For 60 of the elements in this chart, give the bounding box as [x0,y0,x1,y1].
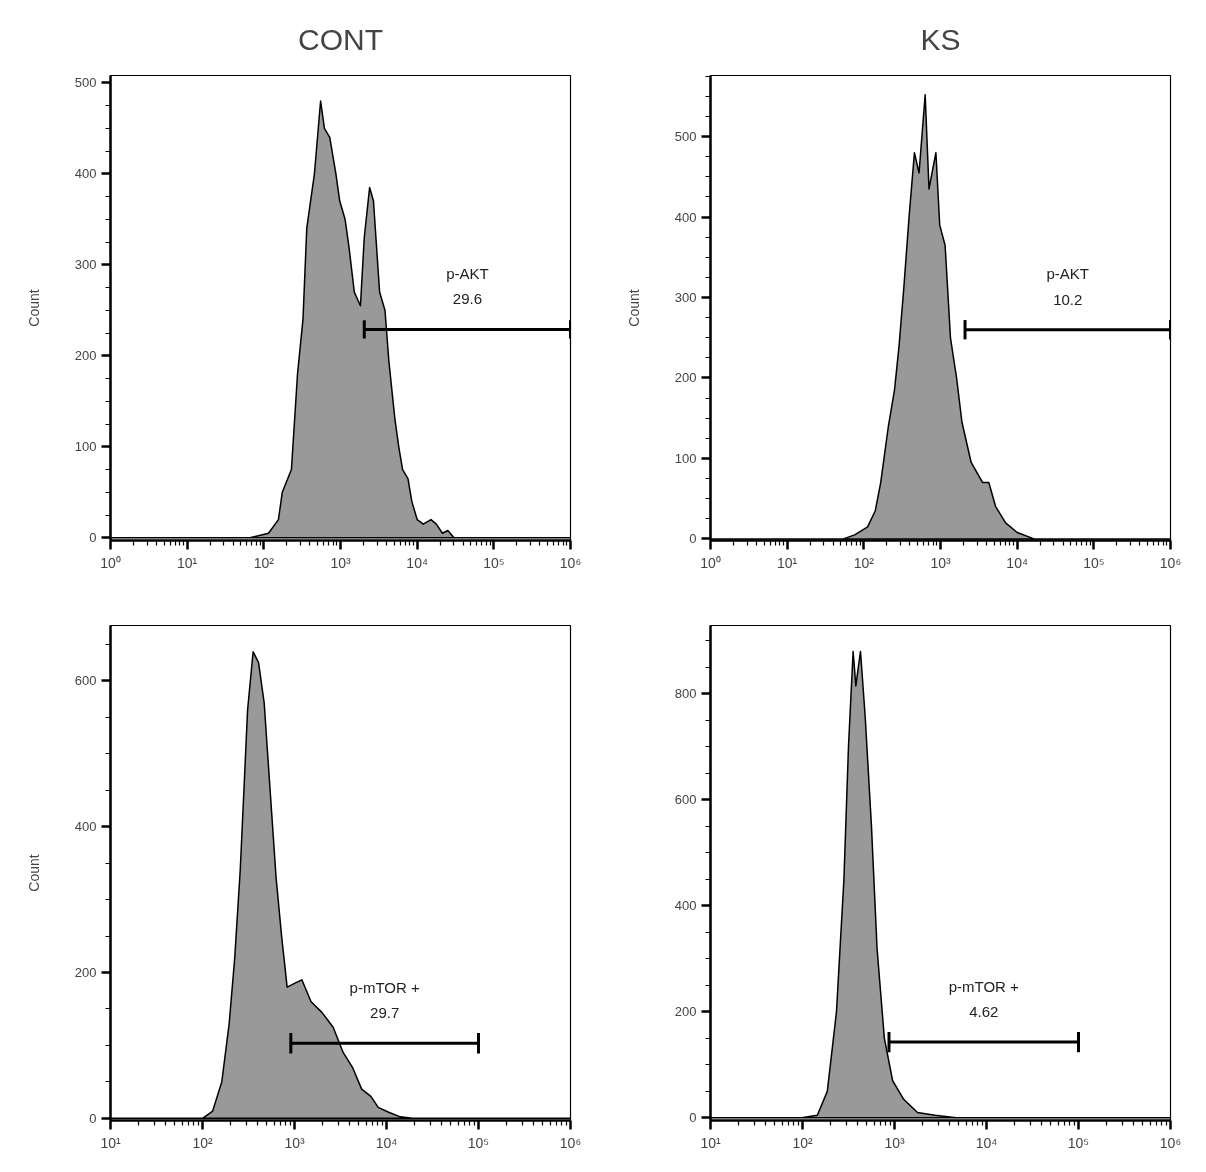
annotation: p-mTOR + [349,978,420,996]
x-tick-label: 10¹ [700,1134,721,1151]
x-tick-label: 10⁵ [1083,554,1105,571]
y-tick-label: 500 [74,75,97,91]
y-axis-title: Count [625,289,642,327]
y-tick-label: 200 [674,1004,697,1020]
x-tick-label: 10⁵ [467,1134,490,1151]
chart-title: CONT [298,22,383,56]
x-tick-label: 10² [192,1134,213,1151]
x-tick-label: 10⁰ [700,554,721,571]
y-tick-label: 400 [74,166,97,182]
y-tick-label: 400 [74,819,97,835]
y-tick-label: 400 [674,209,697,225]
y-tick-label: 300 [74,257,97,273]
x-tick-label: 10⁵ [483,554,505,571]
y-tick-label: 0 [689,531,697,547]
y-axis-title: Count [25,289,42,327]
x-tick-label: 10⁴ [406,554,428,571]
x-tick-label: 10³ [930,554,951,571]
x-tick-label: 10⁵ [1067,1134,1090,1151]
annotation: p-AKT [1046,265,1090,283]
x-tick-label: 10⁶ [1159,554,1182,571]
x-tick-label: 10⁶ [559,1134,582,1151]
y-tick-label: 100 [74,439,97,455]
annotation: 10.2 [1053,290,1083,308]
x-tick-label: 10⁶ [559,554,582,571]
x-tick-label: 10¹ [177,554,198,571]
x-tick-label: 10⁴ [375,1134,398,1151]
y-tick-label: 200 [674,370,697,386]
x-tick-label: 10⁰ [100,554,121,571]
x-tick-label: 10² [792,1134,813,1151]
y-tick-label: 200 [74,965,97,981]
y-tick-label: 300 [674,290,697,306]
y-tick-label: 0 [89,530,97,546]
y-axis-title: Count [25,854,42,892]
chart-title: KS [920,22,961,56]
y-tick-label: 800 [674,686,697,702]
x-tick-label: 10³ [884,1134,905,1151]
y-tick-label: 0 [689,1110,697,1126]
annotation: 29.7 [370,1004,400,1022]
y-tick-label: 600 [674,792,697,808]
x-tick-label: 10⁶ [1159,1134,1182,1151]
y-tick-label: 0 [89,1110,97,1126]
x-tick-label: 10² [853,554,875,571]
x-tick-label: 10⁴ [975,1134,998,1151]
annotation: 4.62 [969,1003,999,1021]
y-tick-label: 200 [74,348,97,364]
annotation: 29.6 [452,290,482,308]
y-tick-label: 600 [74,673,97,689]
x-tick-label: 10⁴ [1006,554,1028,571]
y-tick-label: 400 [674,898,697,914]
x-tick-label: 10² [253,554,275,571]
y-tick-label: 500 [674,129,697,145]
y-tick-label: 100 [674,450,697,466]
x-tick-label: 10¹ [777,554,798,571]
x-tick-label: 10³ [284,1134,305,1151]
x-tick-label: 10¹ [100,1134,121,1151]
x-tick-label: 10³ [330,554,351,571]
annotation: p-AKT [446,264,489,282]
annotation: p-mTOR + [948,977,1020,995]
